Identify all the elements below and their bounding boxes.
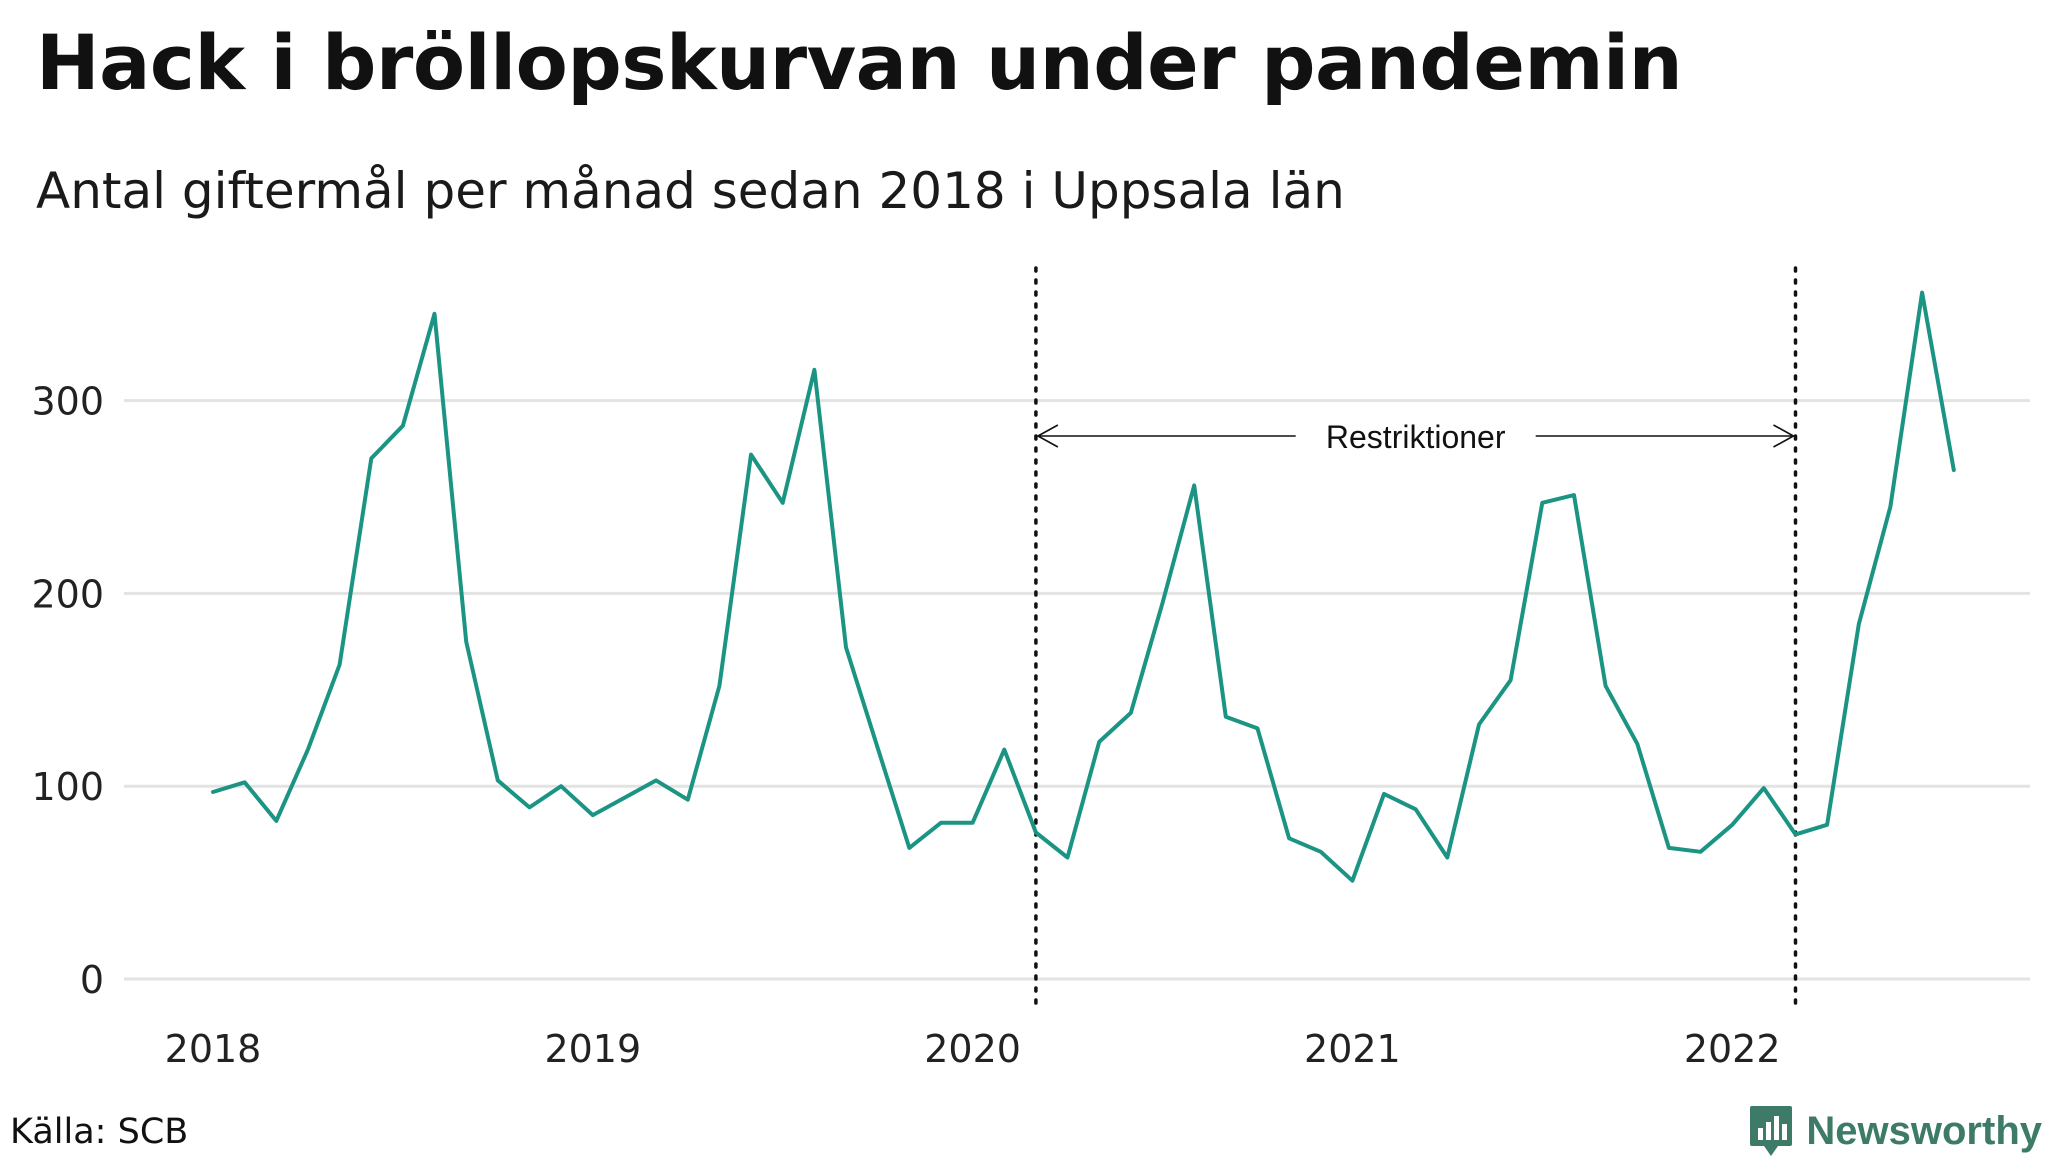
span-arrow-right-head — [1773, 424, 1796, 448]
data-series-line — [211, 290, 1956, 883]
y-tick-label: 300 — [31, 380, 104, 424]
span-annotation-label: Restriktioner — [1326, 419, 1506, 455]
x-tick-label: 2020 — [924, 1027, 1021, 1071]
brand-logo: Newsworthy — [1748, 1104, 2042, 1158]
brand-name: Newsworthy — [1806, 1108, 2042, 1153]
chart-subtitle: Antal giftermål per månad sedan 2018 i U… — [36, 162, 1345, 220]
x-tick-label: 2018 — [165, 1027, 262, 1071]
span-arrow-left-head — [1036, 424, 1059, 448]
x-tick-label: 2022 — [1684, 1027, 1781, 1071]
y-tick-label: 200 — [31, 572, 104, 616]
source-label: Källa: SCB — [10, 1112, 189, 1152]
y-tick-label: 100 — [31, 765, 104, 809]
x-tick-label: 2019 — [544, 1027, 641, 1071]
y-tick-label: 0 — [80, 958, 104, 1002]
chart-title: Hack i bröllopskurvan under pandemin — [36, 18, 1683, 107]
x-tick-label: 2021 — [1304, 1027, 1401, 1071]
newsworthy-logo-icon — [1750, 1106, 1793, 1156]
